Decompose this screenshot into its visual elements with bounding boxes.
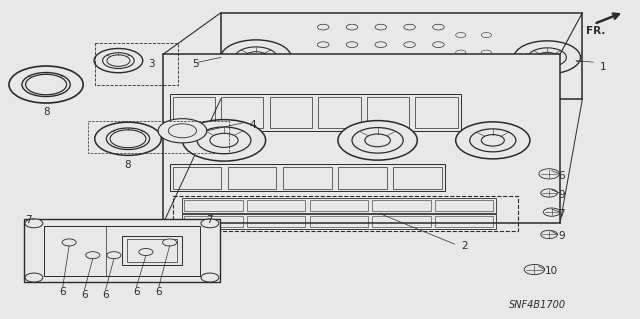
Circle shape bbox=[201, 273, 219, 282]
Bar bbox=[435, 200, 493, 211]
Text: 9: 9 bbox=[558, 231, 564, 241]
Text: 7: 7 bbox=[558, 209, 564, 219]
Bar bbox=[393, 167, 442, 189]
Circle shape bbox=[338, 121, 417, 160]
Bar bbox=[435, 216, 493, 227]
Bar bbox=[184, 200, 243, 211]
Circle shape bbox=[86, 252, 100, 259]
Bar bbox=[170, 164, 445, 191]
Circle shape bbox=[95, 122, 161, 155]
Text: FR.: FR. bbox=[586, 26, 605, 36]
Bar bbox=[95, 43, 178, 85]
Text: 2: 2 bbox=[461, 241, 467, 251]
Circle shape bbox=[25, 219, 43, 228]
Circle shape bbox=[158, 119, 207, 143]
Bar bbox=[182, 214, 496, 229]
Circle shape bbox=[25, 273, 43, 282]
Text: 10: 10 bbox=[545, 266, 559, 276]
Text: 6: 6 bbox=[133, 287, 140, 297]
Circle shape bbox=[201, 219, 219, 228]
Text: 6: 6 bbox=[81, 290, 88, 300]
Bar bbox=[270, 97, 312, 128]
Text: 6: 6 bbox=[558, 171, 564, 181]
Bar bbox=[127, 239, 177, 262]
Bar bbox=[173, 167, 221, 189]
Bar bbox=[88, 121, 229, 153]
Circle shape bbox=[182, 120, 266, 161]
Text: 7: 7 bbox=[206, 215, 212, 225]
Bar bbox=[372, 200, 431, 211]
Text: 6: 6 bbox=[102, 290, 109, 300]
Bar bbox=[367, 97, 409, 128]
Circle shape bbox=[62, 239, 76, 246]
Text: 1: 1 bbox=[600, 62, 606, 72]
Text: 5: 5 bbox=[192, 59, 198, 69]
Bar bbox=[247, 200, 305, 211]
Circle shape bbox=[163, 239, 177, 246]
Text: 4: 4 bbox=[250, 120, 256, 130]
Circle shape bbox=[221, 40, 291, 75]
Bar bbox=[182, 198, 496, 213]
Text: SNF4B1700: SNF4B1700 bbox=[509, 300, 566, 310]
Bar bbox=[184, 216, 243, 227]
Circle shape bbox=[139, 249, 153, 256]
Bar bbox=[310, 216, 368, 227]
Text: 6: 6 bbox=[60, 287, 66, 297]
Text: 3: 3 bbox=[148, 59, 155, 69]
Bar bbox=[247, 216, 305, 227]
Bar bbox=[338, 167, 387, 189]
Bar bbox=[173, 97, 215, 128]
Bar bbox=[310, 200, 368, 211]
Bar bbox=[319, 97, 360, 128]
Bar bbox=[372, 216, 431, 227]
Text: 7: 7 bbox=[26, 215, 32, 225]
Text: 9: 9 bbox=[558, 190, 564, 200]
Circle shape bbox=[9, 66, 83, 103]
Bar bbox=[122, 236, 182, 265]
Text: 6: 6 bbox=[156, 287, 162, 297]
Bar bbox=[228, 167, 276, 189]
Bar bbox=[173, 196, 518, 231]
Circle shape bbox=[107, 252, 121, 259]
Bar bbox=[283, 167, 332, 189]
Bar bbox=[24, 219, 220, 282]
Bar bbox=[163, 54, 560, 223]
Bar bbox=[415, 97, 458, 128]
Text: 8: 8 bbox=[43, 107, 49, 117]
Bar bbox=[221, 13, 582, 99]
Circle shape bbox=[456, 122, 530, 159]
Bar bbox=[170, 94, 461, 131]
Text: 8: 8 bbox=[125, 160, 131, 169]
Bar bbox=[221, 97, 264, 128]
Bar bbox=[44, 226, 200, 276]
Circle shape bbox=[94, 48, 143, 73]
Circle shape bbox=[514, 41, 580, 74]
